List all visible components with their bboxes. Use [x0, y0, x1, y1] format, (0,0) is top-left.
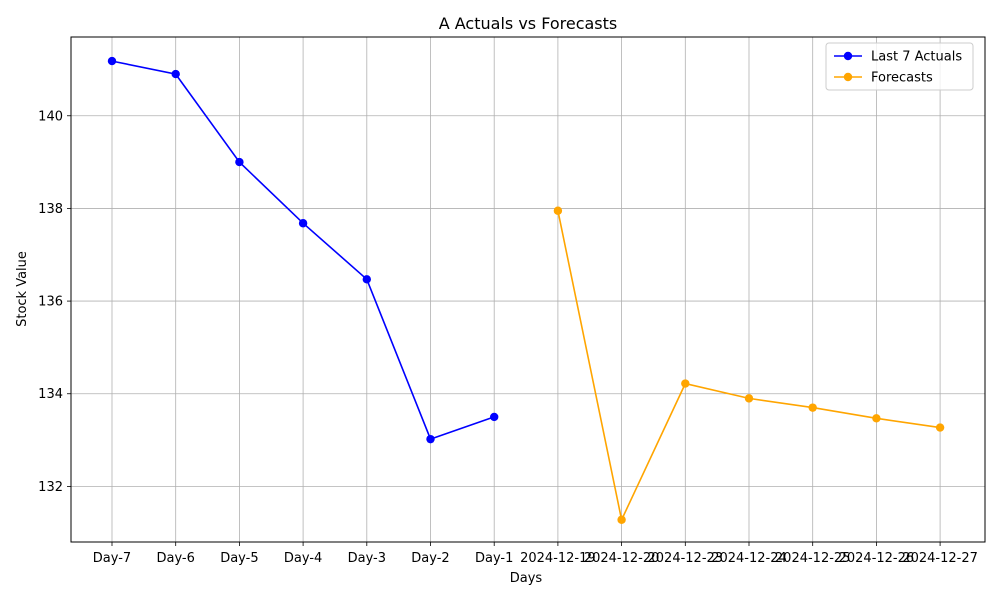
data-point-actuals — [235, 157, 244, 167]
x-tick-label: Day-5 — [220, 551, 258, 566]
x-tick-label: Day-4 — [284, 551, 322, 566]
data-point-actuals — [107, 56, 117, 66]
data-point-forecasts — [553, 206, 563, 215]
data-point-forecasts — [872, 414, 881, 423]
x-tick-label: 2024-12-24 — [711, 551, 787, 566]
data-point-actuals — [426, 434, 435, 444]
y-tick-label: 134 — [38, 387, 63, 402]
data-point-forecasts — [744, 394, 754, 403]
plot-area — [71, 37, 985, 542]
legend-box — [825, 42, 974, 91]
x-tick-label: Day-2 — [411, 551, 449, 566]
y-axis-label: Stock Value — [15, 251, 30, 327]
data-point-actuals — [298, 219, 308, 228]
data-point-actuals — [171, 69, 180, 79]
data-point-forecasts — [617, 515, 626, 524]
x-tick-label: 2024-12-23 — [648, 551, 724, 566]
legend-marker-actuals — [843, 51, 853, 61]
x-tick-label: 2024-12-27 — [902, 551, 978, 566]
x-tick-label: 2024-12-19 — [520, 551, 596, 566]
legend-label-forecasts: Forecasts — [871, 71, 933, 86]
grid-lines — [71, 37, 985, 542]
y-axis: 132 134 136 138 140 — [38, 109, 71, 495]
y-tick-label: 138 — [38, 202, 63, 217]
y-tick-label: 132 — [38, 480, 63, 495]
y-tick-label: 140 — [38, 109, 63, 124]
data-point-actuals — [362, 275, 371, 284]
data-point-forecasts — [808, 403, 817, 412]
series-layer — [107, 56, 945, 524]
data-point-forecasts — [681, 379, 690, 388]
legend: Last 7 Actuals Forecasts — [825, 42, 974, 91]
x-tick-label: Day-3 — [348, 551, 386, 566]
x-tick-label: 2024-12-20 — [584, 551, 660, 566]
data-point-forecasts — [935, 423, 945, 432]
legend-label-actuals: Last 7 Actuals — [871, 50, 962, 65]
x-tick-label: Day-1 — [475, 551, 513, 566]
chart-title: A Actuals vs Forecasts — [439, 14, 618, 33]
x-tick-label: 2024-12-26 — [839, 551, 915, 566]
x-axis: Day-7 Day-6 Day-5 Day-4 Day-3 Day-2 Day-1 2024-… — [93, 542, 978, 566]
x-axis-label: Days — [510, 571, 543, 586]
legend-marker-forecasts — [843, 72, 853, 82]
x-tick-label: Day-7 — [93, 551, 131, 566]
x-tick-label: 2024-12-25 — [775, 551, 851, 566]
y-tick-label: 136 — [38, 295, 63, 310]
x-tick-label: Day-6 — [156, 551, 194, 566]
plot-frame — [70, 36, 986, 543]
data-point-actuals — [490, 412, 499, 422]
